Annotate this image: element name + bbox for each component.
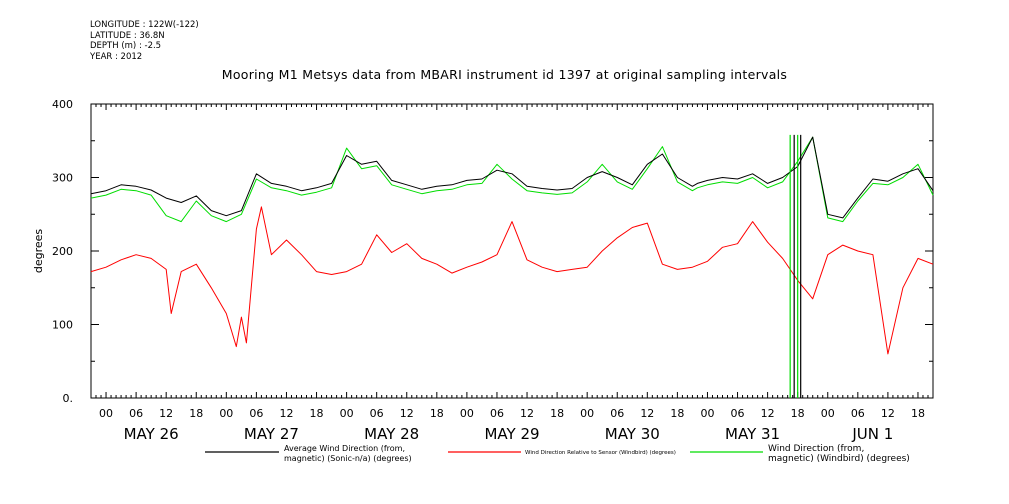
- x-hour-label: 00: [340, 407, 354, 420]
- y-tick-label: 200: [52, 245, 73, 258]
- x-day-label: MAY 29: [484, 425, 539, 443]
- x-hour-label: 12: [400, 407, 414, 420]
- x-hour-label: 00: [700, 407, 714, 420]
- x-hour-label: 00: [460, 407, 474, 420]
- x-day-label: MAY 31: [725, 425, 780, 443]
- x-hour-label: 12: [159, 407, 173, 420]
- x-hour-label: 18: [550, 407, 564, 420]
- x-hour-label: 18: [670, 407, 684, 420]
- x-day-label: JUN 1: [851, 425, 893, 443]
- legend-avg-label-2: magnetic) (Sonic-n/a) (degrees): [284, 454, 412, 463]
- x-hour-label: 18: [189, 407, 203, 420]
- x-hour-label: 18: [310, 407, 324, 420]
- latitude-text: LATITUDE : 36.8N: [90, 30, 165, 41]
- x-day-label: MAY 30: [605, 425, 660, 443]
- x-hour-label: 06: [249, 407, 263, 420]
- x-hour-label: 06: [610, 407, 624, 420]
- legend-avg-label-1: Average Wind Direction (from,: [284, 444, 405, 453]
- y-tick-label: 0.: [63, 392, 74, 405]
- longitude-text: LONGITUDE : 122W(-122): [90, 20, 199, 30]
- y-axis-label: degrees: [32, 229, 45, 274]
- x-hour-label: 06: [851, 407, 865, 420]
- depth-text: DEPTH (m) : -2.5: [90, 41, 162, 51]
- legend-windbird-label-2: magnetic) (Windbird) (degrees): [768, 454, 910, 464]
- x-hour-label: 06: [490, 407, 504, 420]
- x-hour-label: 00: [219, 407, 233, 420]
- y-tick-label: 300: [52, 172, 73, 185]
- x-hour-label: 06: [731, 407, 745, 420]
- x-hour-label: 18: [911, 407, 925, 420]
- x-hour-label: 06: [370, 407, 384, 420]
- x-hour-label: 12: [640, 407, 654, 420]
- metadata-block: LONGITUDE : 122W(-122) LATITUDE : 36.8N …: [90, 20, 199, 62]
- x-hour-label: 18: [791, 407, 805, 420]
- x-hour-label: 12: [279, 407, 293, 420]
- legend-relative-label: Wind Direction Relative to Sensor (Windb…: [525, 450, 676, 456]
- x-hour-label: 00: [580, 407, 594, 420]
- x-hour-label: 12: [520, 407, 534, 420]
- x-hour-label: 12: [881, 407, 895, 420]
- chart-title: Mooring M1 Metsys data from MBARI instru…: [221, 67, 788, 82]
- x-day-label: MAY 28: [364, 425, 419, 443]
- series-line-0: [90, 136, 934, 219]
- series-line-1: [90, 206, 934, 355]
- x-hour-label: 00: [821, 407, 835, 420]
- x-hour-label: 00: [99, 407, 113, 420]
- x-day-label: MAY 26: [124, 425, 179, 443]
- x-hour-label: 12: [761, 407, 775, 420]
- x-hour-label: 06: [129, 407, 143, 420]
- legend-windbird-label-1: Wind Direction (from,: [768, 444, 864, 454]
- x-hour-label: 18: [430, 407, 444, 420]
- year-text: YEAR : 2012: [90, 51, 143, 62]
- y-tick-label: 400: [52, 98, 73, 111]
- y-tick-label: 100: [52, 319, 73, 332]
- x-day-label: MAY 27: [244, 425, 299, 443]
